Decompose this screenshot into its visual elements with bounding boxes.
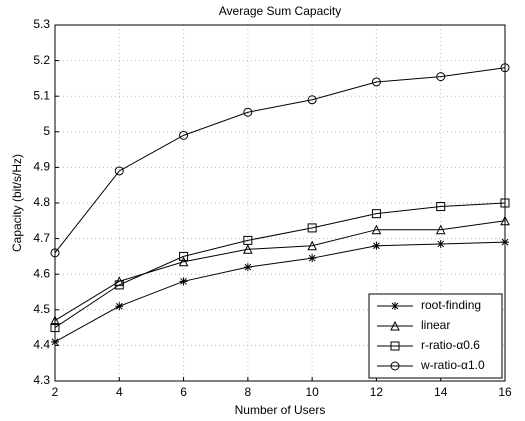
y-tick-label: 4.5 (33, 302, 50, 316)
marker (501, 238, 509, 247)
series-line (54, 241, 506, 343)
marker (179, 130, 189, 140)
series-line (54, 220, 506, 321)
marker (50, 315, 60, 325)
x-axis-label: Number of Users (235, 403, 326, 417)
marker (307, 223, 317, 233)
y-tick-label: 5.3 (33, 17, 50, 31)
marker (436, 72, 446, 82)
marker (115, 302, 124, 311)
y-tick-label: 5.1 (33, 88, 50, 102)
marker (307, 240, 317, 251)
marker (178, 256, 189, 267)
legend-label: w-ratio-α1.0 (420, 358, 485, 372)
y-axis-label: Capacity (bit/s/Hz) (10, 154, 24, 252)
y-tick-label: 4.6 (33, 266, 50, 280)
legend: root-finding linear r-ratio-α0.6 w-ratio-α1… (368, 293, 503, 379)
marker (179, 277, 188, 286)
y-tick-label: 4.3 (33, 373, 50, 387)
marker (114, 280, 124, 290)
legend-marker (390, 341, 400, 351)
marker (371, 209, 381, 219)
marker (307, 95, 317, 105)
x-tick-label: 4 (116, 385, 123, 399)
marker (243, 107, 253, 117)
marker (243, 235, 253, 245)
marker (308, 254, 317, 263)
marker (243, 263, 252, 272)
x-tick-label: 10 (305, 385, 319, 399)
x-tick-label: 2 (52, 385, 59, 399)
y-tick-label: 4.8 (33, 195, 50, 209)
series-line (54, 67, 506, 254)
marker (179, 251, 189, 261)
y-tick-label: 4.9 (33, 160, 50, 174)
legend-label: root-finding (421, 298, 481, 312)
marker (114, 166, 124, 176)
marker (371, 224, 382, 235)
x-tick-label: 12 (370, 385, 384, 399)
marker (372, 241, 381, 250)
marker (50, 248, 60, 258)
marker (500, 63, 510, 73)
marker (500, 215, 510, 226)
series-line (54, 202, 506, 329)
marker (500, 198, 510, 208)
marker (436, 239, 445, 248)
x-tick-label: 16 (498, 385, 512, 399)
marker (51, 337, 59, 346)
marker (50, 323, 60, 333)
marker (436, 202, 446, 212)
x-tick-label: 14 (434, 385, 448, 399)
chart-title: Average Sum Capacity (219, 4, 342, 18)
legend-marker (391, 302, 399, 310)
marker (371, 77, 381, 87)
x-tick-label: 6 (180, 385, 187, 399)
legend-label: r-ratio-α0.6 (421, 338, 480, 352)
marker (435, 224, 446, 235)
legend-marker (390, 361, 400, 371)
y-tick-label: 4.4 (33, 338, 50, 352)
y-tick-label: 5.2 (33, 53, 50, 67)
legend-label: linear (421, 318, 450, 332)
x-tick-label: 8 (245, 385, 252, 399)
y-tick-label: 4.7 (33, 231, 50, 245)
marker (243, 244, 253, 254)
legend-marker (390, 320, 400, 331)
y-tick-label: 5 (43, 124, 50, 138)
